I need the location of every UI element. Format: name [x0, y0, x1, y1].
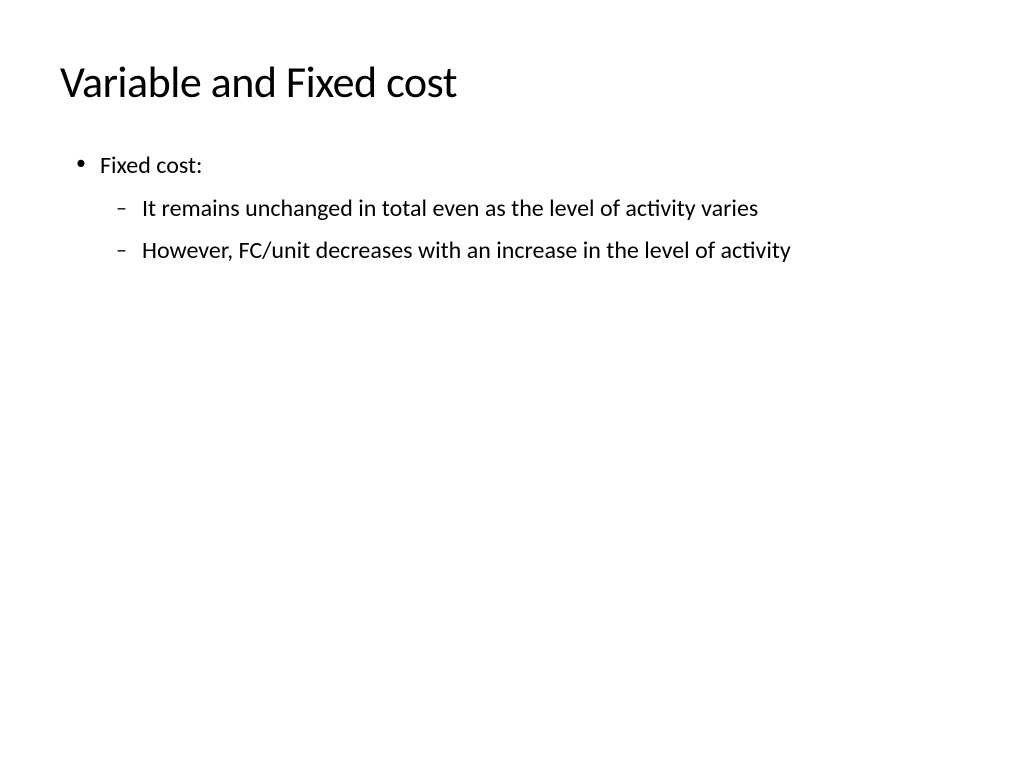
slide-title: Variable and Fixed cost [60, 55, 964, 109]
sub-bullet-list: It remains unchanged in total even as th… [100, 191, 964, 269]
sub-bullet-item: However, FC/unit decreases with an incre… [142, 233, 964, 269]
bullet-item: Fixed cost: It remains unchanged in tota… [100, 149, 964, 269]
bullet-list: Fixed cost: It remains unchanged in tota… [60, 149, 964, 269]
bullet-text: Fixed cost: [100, 151, 202, 180]
sub-bullet-item: It remains unchanged in total even as th… [142, 191, 964, 227]
sub-bullet-text: However, FC/unit decreases with an incre… [142, 236, 791, 265]
sub-bullet-text: It remains unchanged in total even as th… [142, 194, 758, 223]
